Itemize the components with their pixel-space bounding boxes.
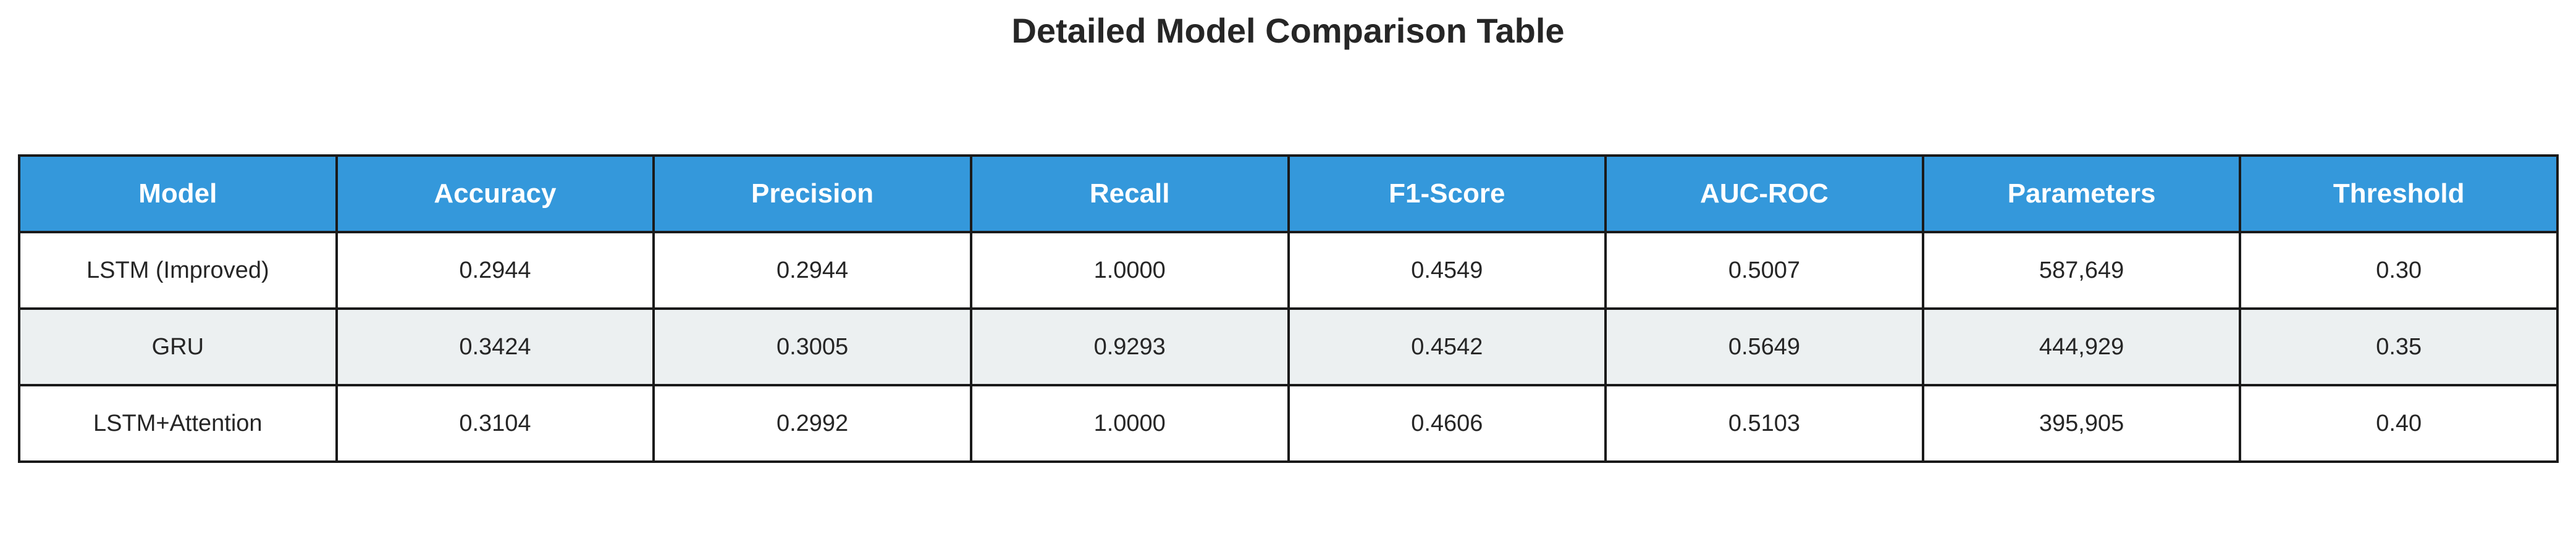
table-cell: 444,929	[1921, 307, 2242, 386]
comparison-table-container: Model Accuracy Precision Recall F1-Score…	[18, 154, 2559, 463]
table-cell: 0.4549	[1287, 231, 1607, 310]
table-cell: 0.4542	[1287, 307, 1607, 386]
table-cell: 0.3005	[652, 307, 972, 386]
table-cell: 0.5649	[1604, 307, 1924, 386]
table-row: LSTM+Attention 0.3104 0.2992 1.0000 0.46…	[18, 384, 2559, 463]
table-header-row: Model Accuracy Precision Recall F1-Score…	[18, 154, 2559, 233]
table-cell: 0.2944	[652, 231, 972, 310]
table-cell: 0.5007	[1604, 231, 1924, 310]
column-header-precision: Precision	[652, 154, 972, 233]
table-cell: 1.0000	[969, 231, 1290, 310]
table-cell: 0.3104	[335, 384, 655, 463]
column-header-parameters: Parameters	[1921, 154, 2242, 233]
column-header-recall: Recall	[969, 154, 1290, 233]
table-cell: 1.0000	[969, 384, 1290, 463]
table-cell: 0.3424	[335, 307, 655, 386]
table-cell: 0.35	[2239, 307, 2559, 386]
column-header-model: Model	[18, 154, 338, 233]
table-cell: 395,905	[1921, 384, 2242, 463]
table-cell: 0.5103	[1604, 384, 1924, 463]
table-cell: LSTM+Attention	[18, 384, 338, 463]
table-cell: LSTM (Improved)	[18, 231, 338, 310]
column-header-threshold: Threshold	[2239, 154, 2559, 233]
comparison-table: Model Accuracy Precision Recall F1-Score…	[18, 154, 2559, 463]
column-header-f1-score: F1-Score	[1287, 154, 1607, 233]
column-header-auc-roc: AUC-ROC	[1604, 154, 1924, 233]
table-cell: GRU	[18, 307, 338, 386]
table-cell: 0.9293	[969, 307, 1290, 386]
table-cell: 0.30	[2239, 231, 2559, 310]
chart-title: Detailed Model Comparison Table	[1011, 11, 1565, 50]
table-cell: 0.4606	[1287, 384, 1607, 463]
table-cell: 587,649	[1921, 231, 2242, 310]
table-row: GRU 0.3424 0.3005 0.9293 0.4542 0.5649 4…	[18, 307, 2559, 386]
column-header-accuracy: Accuracy	[335, 154, 655, 233]
table-row: LSTM (Improved) 0.2944 0.2944 1.0000 0.4…	[18, 231, 2559, 310]
table-cell: 0.2944	[335, 231, 655, 310]
table-cell: 0.2992	[652, 384, 972, 463]
table-cell: 0.40	[2239, 384, 2559, 463]
